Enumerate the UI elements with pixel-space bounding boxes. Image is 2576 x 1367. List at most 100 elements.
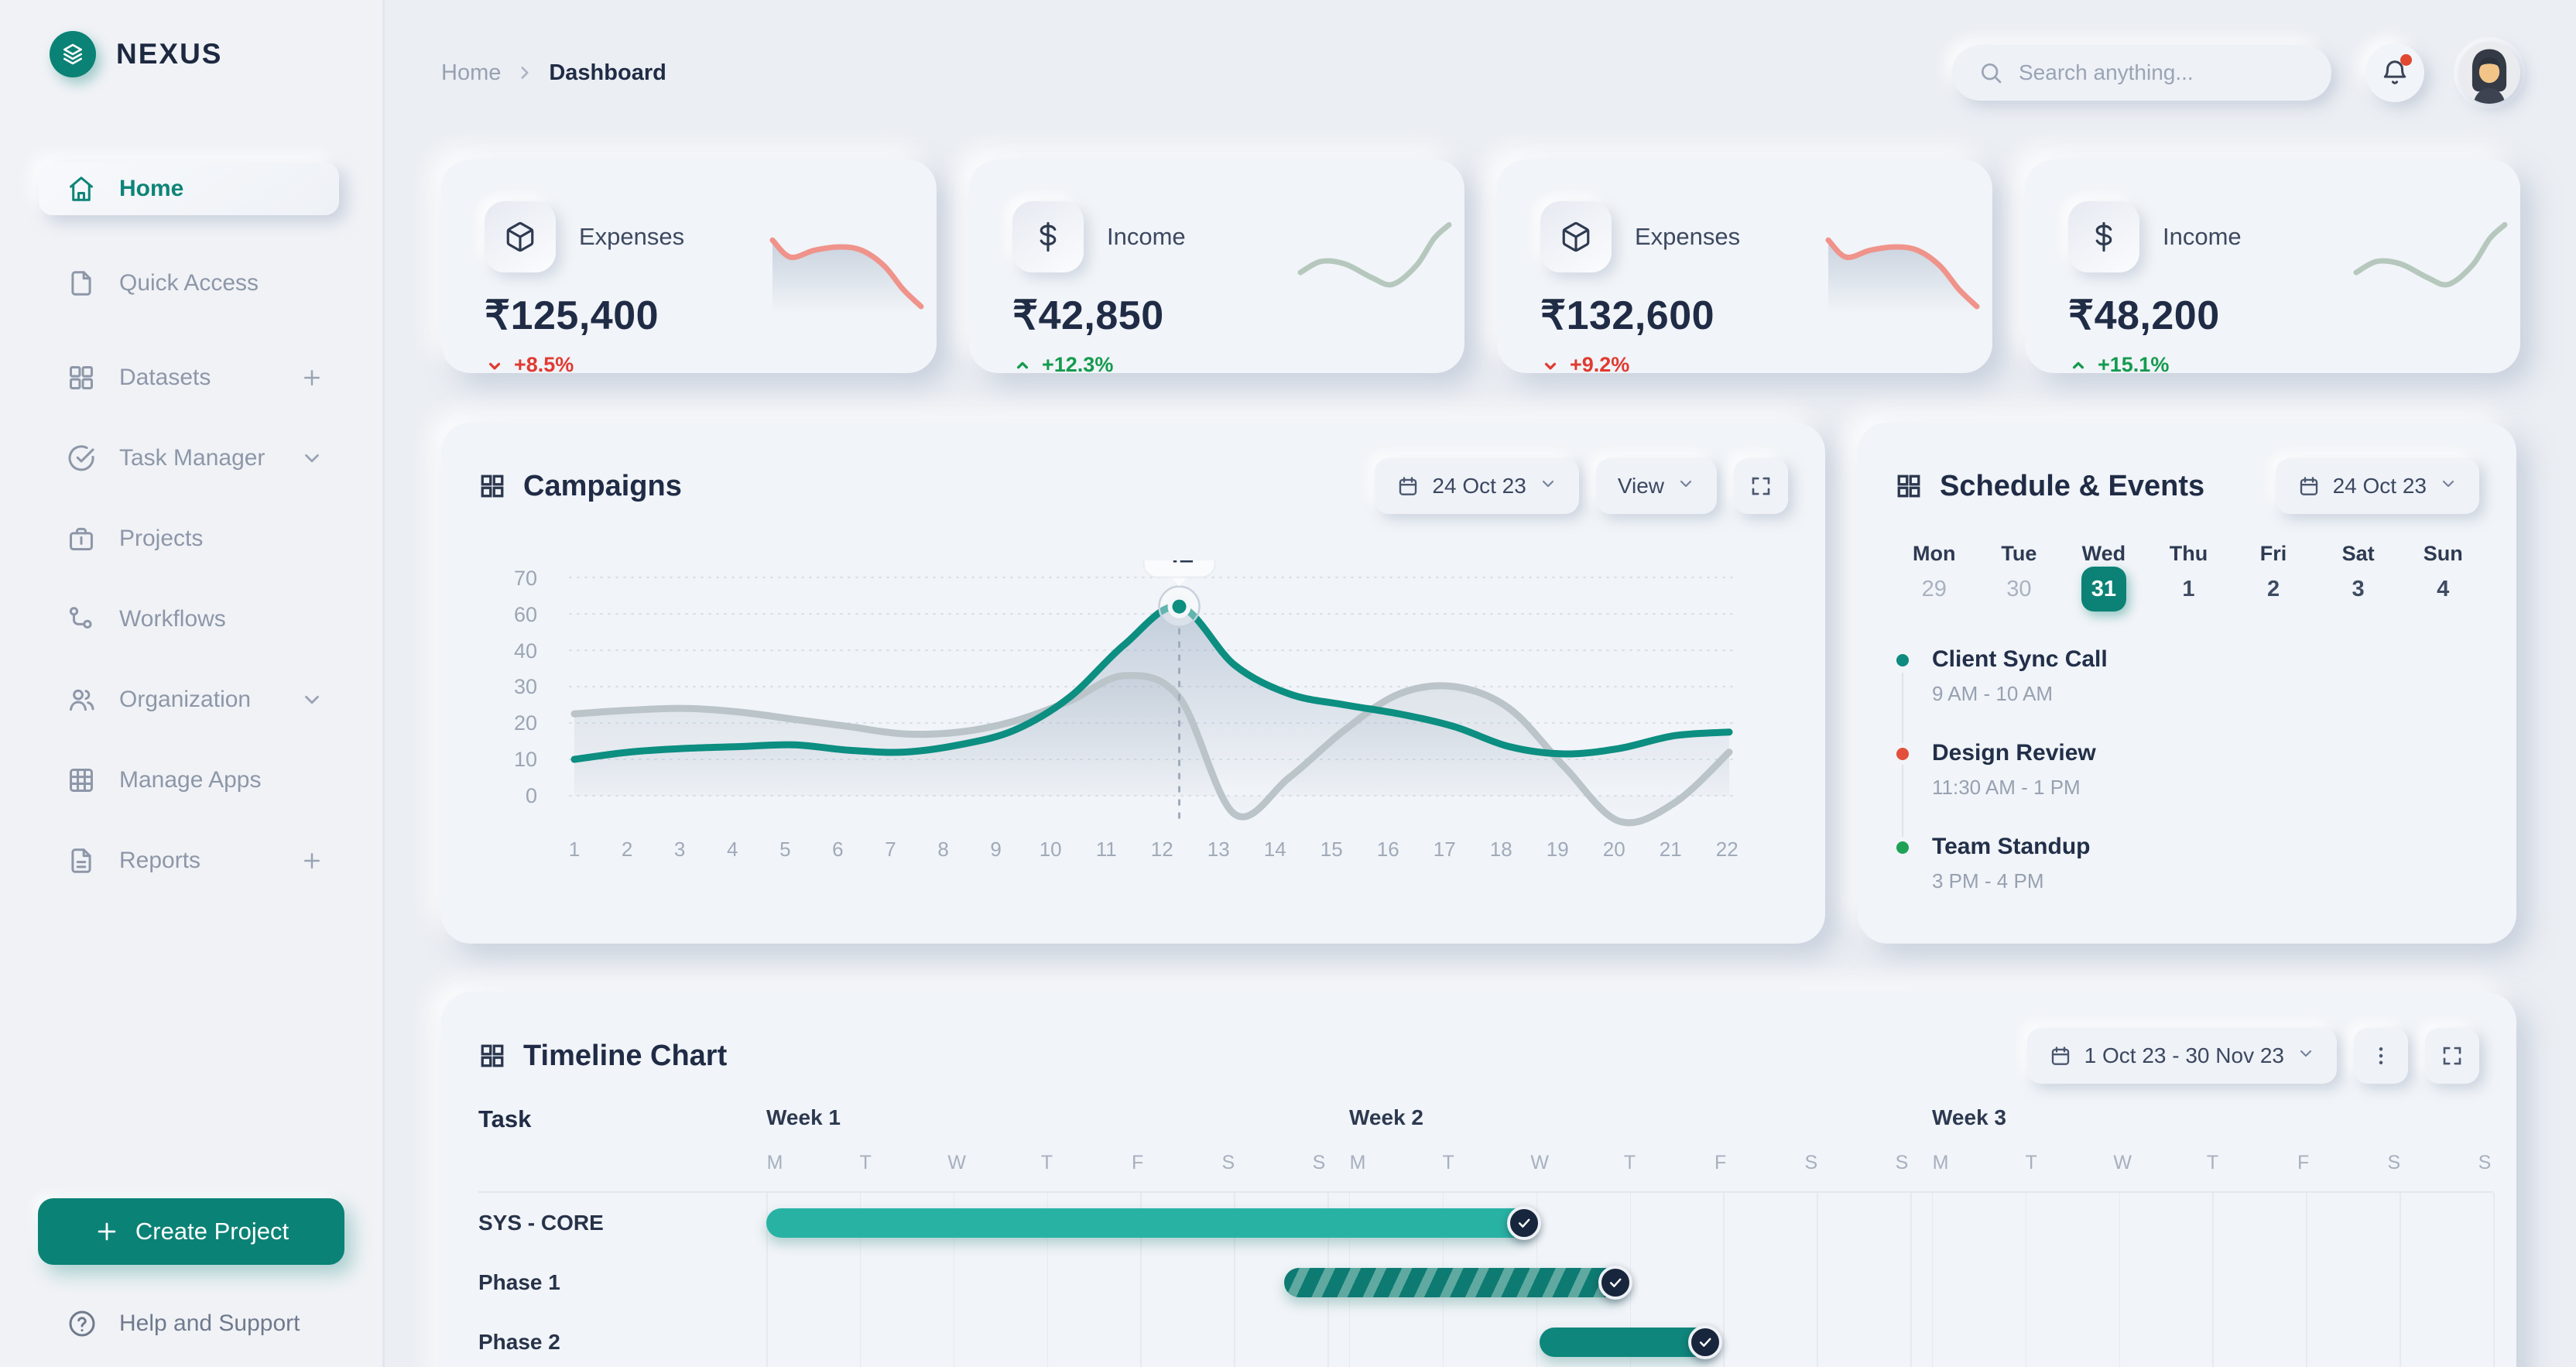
calendar-day[interactable]: 3 — [2316, 566, 2401, 612]
stat-title: Expenses — [1635, 223, 1741, 250]
gantt-row: Phase 1 — [478, 1252, 2493, 1312]
schedule-title: Schedule & Events — [1940, 469, 2205, 502]
trend-chevron-icon — [1012, 355, 1033, 375]
calendar-day-number: 31 — [2081, 567, 2126, 612]
timeline-range-button[interactable]: 1 Oct 23 - 30 Nov 23 — [2026, 1028, 2337, 1084]
breadcrumb-current: Dashboard — [549, 60, 666, 85]
gantt-bar[interactable] — [766, 1205, 1541, 1240]
calendar-day[interactable]: 30 — [1977, 566, 2062, 612]
event-item[interactable]: Design Review 11:30 AM - 1 PM — [1896, 740, 2516, 800]
day-letter: T — [2025, 1152, 2037, 1173]
weekday-label: Mon — [1913, 542, 1956, 565]
y-tick: 40 — [513, 639, 537, 663]
breadcrumb-home[interactable]: Home — [441, 60, 502, 85]
event-time: 11:30 AM - 1 PM — [1932, 776, 2081, 799]
y-tick: 10 — [513, 748, 537, 772]
day-letter: F — [1131, 1152, 1144, 1173]
weekday-label: Sat — [2341, 542, 2375, 565]
help-and-support[interactable]: Help and Support — [0, 1308, 382, 1339]
sidebar-item[interactable]: Reports — [0, 821, 382, 901]
y-tick: 20 — [513, 711, 537, 735]
timeline-range-label: 1 Oct 23 - 30 Nov 23 — [2084, 1043, 2284, 1067]
grid-icon — [481, 475, 504, 498]
search-icon — [1982, 63, 2002, 84]
chevron-down-icon — [1539, 474, 1557, 498]
timeline-more-button[interactable] — [2354, 1028, 2408, 1084]
user-avatar[interactable] — [2458, 42, 2520, 104]
weekday-label: Thu — [2169, 542, 2208, 565]
calendar-day[interactable]: 31 — [2061, 566, 2146, 612]
sidebar-item[interactable]: Organization — [0, 660, 382, 740]
stat-change: +12.3% — [1012, 353, 1464, 377]
sidebar-item-icon — [67, 363, 96, 392]
view-label: View — [1617, 474, 1664, 498]
sidebar-item[interactable]: Projects — [0, 498, 382, 579]
x-tick: 11 — [1095, 838, 1117, 861]
day-letter: F — [2297, 1152, 2310, 1173]
create-project-button[interactable]: Create Project — [38, 1198, 344, 1265]
stat-value: ₹48,200 — [2068, 293, 2220, 338]
notifications-button[interactable] — [2365, 43, 2424, 102]
sidebar-item-label: Task Manager — [119, 445, 265, 471]
check-circle-icon — [1688, 1324, 1723, 1359]
calendar-day[interactable]: 1 — [2146, 566, 2232, 612]
topbar-right — [1952, 42, 2520, 104]
sparkline-chart — [2353, 221, 2508, 288]
sidebar-item[interactable]: Manage Apps — [0, 740, 382, 821]
event-time: 9 AM - 10 AM — [1932, 682, 2054, 705]
campaigns-date-button[interactable]: 24 Oct 23 — [1375, 458, 1579, 514]
event-title: Client Sync Call — [1932, 646, 2108, 672]
sidebar-item-icon — [67, 685, 96, 714]
timeline-header: Timeline Chart 1 Oct 23 - 30 Nov 23 — [441, 992, 2516, 1084]
day-letter: T — [859, 1152, 872, 1173]
search-input[interactable] — [2019, 60, 2305, 85]
calendar-day[interactable]: 4 — [2400, 566, 2485, 612]
stat-change-value: +12.3% — [1042, 353, 1114, 376]
row-2: Campaigns 24 Oct 23 View — [441, 423, 2520, 1042]
x-tick: 4 — [727, 838, 738, 861]
timeline-title: Timeline Chart — [523, 1039, 728, 1072]
calendar-day[interactable]: 29 — [1892, 566, 1977, 612]
x-tick: 5 — [779, 838, 791, 861]
schedule-date-button[interactable]: 24 Oct 23 — [2275, 458, 2479, 514]
week-label: Week 2 — [1349, 1105, 1423, 1129]
stat-change-value: +8.5% — [514, 353, 574, 376]
stat-change-value: +15.1% — [2098, 353, 2170, 376]
sidebar-item[interactable]: Workflows — [0, 579, 382, 660]
day-letter: S — [1804, 1152, 1818, 1173]
campaigns-view-button[interactable]: View — [1595, 458, 1717, 514]
sidebar-item[interactable]: Task Manager — [0, 418, 382, 498]
x-tick: 19 — [1546, 838, 1569, 861]
calendar-day-number: 2 — [2266, 576, 2280, 601]
y-tick: 70 — [513, 567, 537, 590]
event-item[interactable]: Client Sync Call 9 AM - 10 AM — [1896, 646, 2516, 706]
calendar-day-number: 29 — [1921, 576, 1947, 601]
sidebar-item[interactable]: Quick Access — [0, 243, 382, 324]
sidebar-item-icon — [67, 846, 96, 875]
schedule-panel: Schedule & Events 24 Oct 23 Mon Tue Wed Thu… — [1858, 423, 2516, 944]
sidebar-item[interactable]: Datasets — [0, 337, 382, 418]
sidebar-item[interactable]: Home — [39, 163, 339, 215]
stat-change: +9.2% — [1540, 353, 1992, 377]
gantt-bar[interactable] — [1540, 1324, 1723, 1359]
campaigns-fullscreen-button[interactable] — [1734, 458, 1788, 514]
day-letter: W — [2113, 1152, 2132, 1173]
campaigns-date-label: 24 Oct 23 — [1432, 474, 1526, 498]
calendar-day[interactable]: 2 — [2231, 566, 2316, 612]
calendar-icon — [2051, 1047, 2069, 1065]
day-letter: T — [2206, 1152, 2219, 1173]
gantt-bar[interactable] — [1284, 1265, 1633, 1300]
help-label: Help and Support — [119, 1310, 300, 1336]
task-column-header: Task — [478, 1105, 532, 1132]
day-letter: S — [1221, 1152, 1235, 1173]
timeline-fullscreen-button[interactable] — [2425, 1028, 2479, 1084]
stat-value: ₹132,600 — [1540, 293, 1715, 338]
search-box — [1952, 45, 2331, 101]
sidebar-item-trailing-icon — [300, 769, 324, 792]
event-item[interactable]: Team Standup 3 PM - 4 PM — [1896, 834, 2516, 893]
sidebar-item-trailing-icon — [300, 366, 324, 389]
x-tick: 16 — [1376, 838, 1399, 861]
x-tick: 9 — [990, 838, 1002, 861]
